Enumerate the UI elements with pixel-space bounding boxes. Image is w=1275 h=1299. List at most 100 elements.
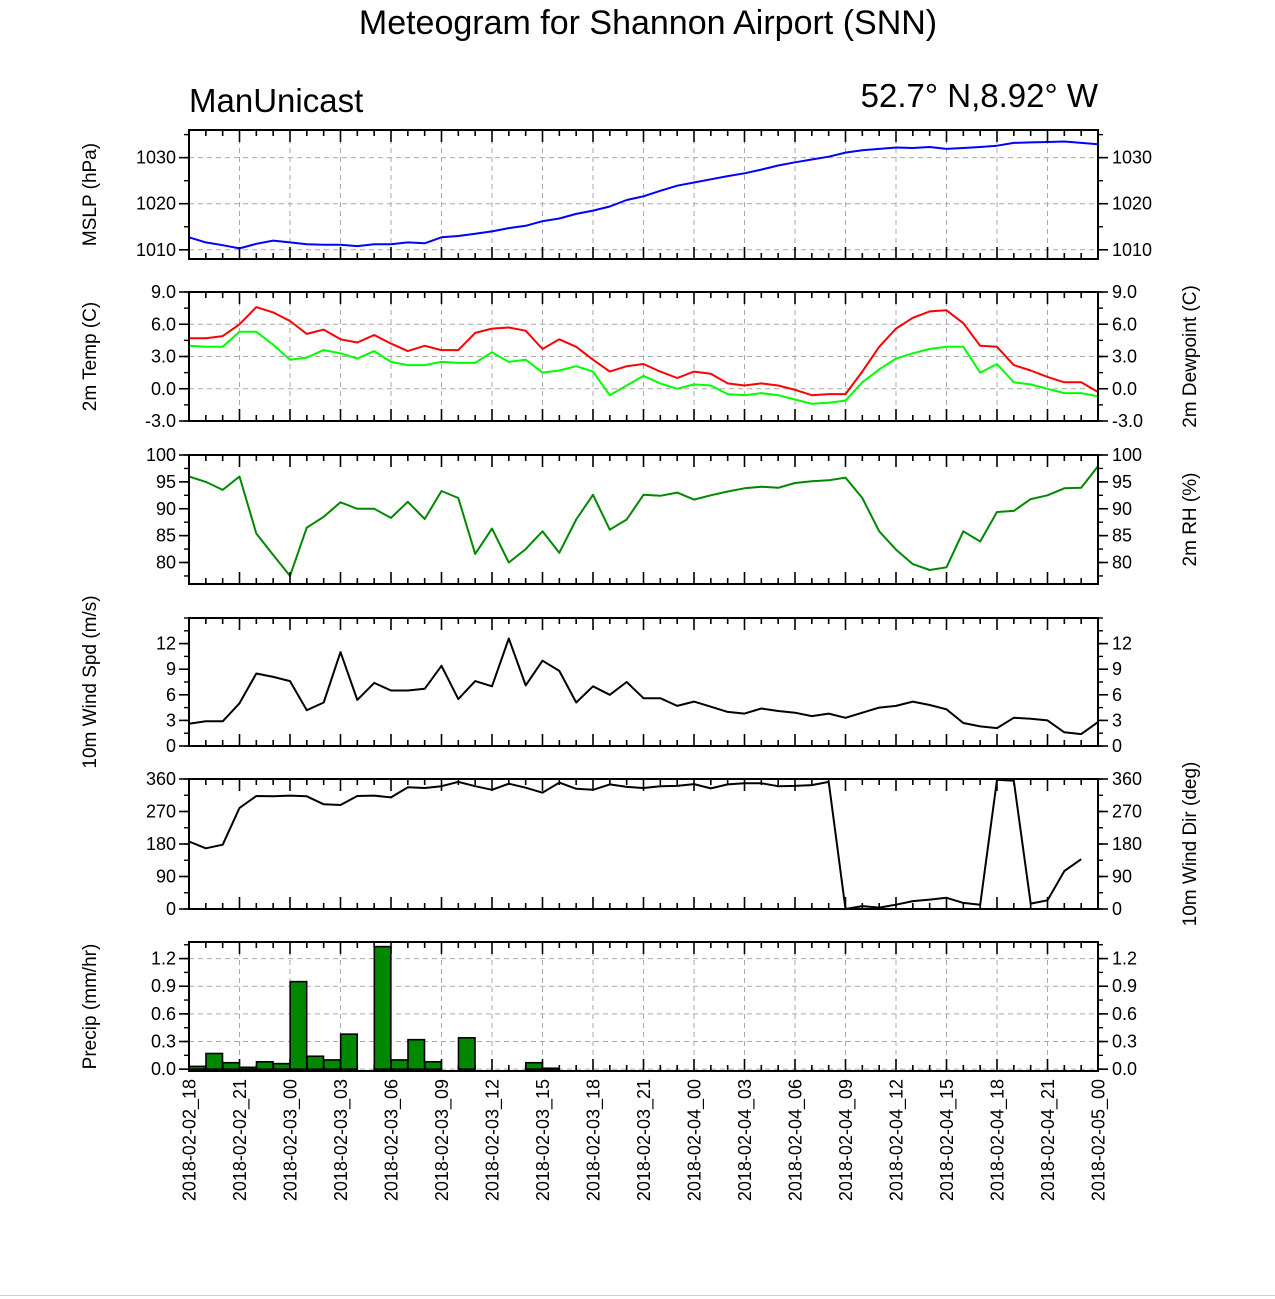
x-tick-label: 2018-02-04_12 xyxy=(887,1079,908,1201)
y-tick-label-right: 9 xyxy=(1112,659,1122,679)
x-tick-label: 2018-02-03_15 xyxy=(533,1079,554,1201)
y-tick-label-left: 1.2 xyxy=(151,949,176,969)
y-axis-label-left: 10m Wind Spd (m/s) xyxy=(80,595,101,768)
x-tick-label: 2018-02-04_09 xyxy=(836,1079,857,1201)
y-tick-label-right: 1010 xyxy=(1112,240,1152,260)
panel-precip: 0.0 0.0 0.3 0.3 0.6 0.6 0.9 0.9 1.2 1.2 Precip (mm… xyxy=(80,941,1137,1079)
y-tick-label-right: 0 xyxy=(1112,899,1122,919)
precip-bar xyxy=(457,1037,476,1070)
precip-bar xyxy=(306,1055,325,1070)
panel-rh: 80 80 85 85 90 90 95 95 100 100 2m RH (%) xyxy=(146,445,1201,585)
model-name: ManUnicast xyxy=(189,82,363,119)
precip-bar xyxy=(407,1038,426,1070)
y-tick-label-right: 180 xyxy=(1112,834,1142,854)
bottom-divider xyxy=(0,1295,1275,1296)
y-tick-label-left: 0 xyxy=(166,899,176,919)
x-tick-label: 2018-02-04_15 xyxy=(937,1079,958,1201)
precip-bar xyxy=(424,1060,443,1070)
y-tick-label-left: 3.0 xyxy=(151,347,176,367)
x-tick-label: 2018-02-04_00 xyxy=(685,1079,706,1201)
x-tick-label: 2018-02-03_03 xyxy=(331,1079,352,1201)
y-tick-label-left: 85 xyxy=(156,526,176,546)
y-tick-label-left: 0.9 xyxy=(151,976,176,996)
y-tick-label-left: 3 xyxy=(166,710,176,730)
y-tick-label-right: 12 xyxy=(1112,634,1132,654)
y-tick-label-right: 95 xyxy=(1112,472,1132,492)
x-tick-label: 2018-02-03_00 xyxy=(281,1079,302,1201)
y-tick-label-right: 80 xyxy=(1112,553,1132,573)
y-tick-label-left: 0 xyxy=(166,736,176,756)
y-tick-label-left: 0.6 xyxy=(151,1004,176,1024)
precip-bar xyxy=(289,980,308,1070)
y-tick-label-right: 90 xyxy=(1112,867,1132,887)
y-tick-label-left: 9.0 xyxy=(151,282,176,302)
precip-bar xyxy=(323,1059,342,1070)
y-axis-label-left: 2m Temp (C) xyxy=(80,302,101,411)
y-tick-label-right: 0.3 xyxy=(1112,1032,1137,1052)
y-tick-label-left: 0.0 xyxy=(151,1059,176,1079)
y-tick-label-left: 95 xyxy=(156,472,176,492)
y-tick-label-left: 6 xyxy=(166,685,176,705)
location-coordinates: 52.7° N,8.92° W xyxy=(861,77,1099,114)
y-tick-label-right: 0.0 xyxy=(1112,379,1137,399)
y-tick-label-right: 85 xyxy=(1112,526,1132,546)
windspd-series-line-1 xyxy=(188,637,1099,736)
y-tick-label-left: 1010 xyxy=(136,240,176,260)
precip-bar xyxy=(222,1061,241,1070)
panel-frame xyxy=(188,778,1099,910)
x-tick-label: 2018-02-03_09 xyxy=(432,1079,453,1201)
x-tick-label: 2018-02-05_00 xyxy=(1089,1079,1110,1201)
x-tick-label: 2018-02-03_06 xyxy=(382,1079,403,1201)
y-tick-label-right: 0.0 xyxy=(1112,1059,1137,1079)
temp-series-line-2 xyxy=(188,330,1099,405)
y-tick-label-right: 1.2 xyxy=(1112,949,1137,969)
y-axis-label-right: 2m Dewpoint (C) xyxy=(1180,285,1201,428)
x-tick-label: 2018-02-04_06 xyxy=(786,1079,807,1201)
y-tick-label-right: 1030 xyxy=(1112,148,1152,168)
y-tick-label-left: 0.0 xyxy=(151,379,176,399)
y-tick-label-right: 3.0 xyxy=(1112,347,1137,367)
y-tick-label-left: 6.0 xyxy=(151,314,176,334)
x-tick-label: 2018-02-02_21 xyxy=(230,1079,251,1201)
panel-temp: -3.0 -3.0 0.0 0.0 3.0 3.0 6.0 6.0 9.0 9.0 2m Temp … xyxy=(80,282,1201,431)
y-tick-label-right: 6 xyxy=(1112,685,1122,705)
y-tick-label-right: 6.0 xyxy=(1112,314,1137,334)
mslp-series-line-1 xyxy=(188,140,1099,250)
y-tick-label-right: 270 xyxy=(1112,802,1142,822)
precip-bar xyxy=(188,1065,207,1070)
x-tick-label: 2018-02-04_21 xyxy=(1038,1079,1059,1201)
y-axis-label-left: Precip (mm/hr) xyxy=(80,944,101,1070)
precip-bar xyxy=(541,1067,560,1070)
x-tick-label: 2018-02-02_18 xyxy=(180,1079,201,1201)
precip-bar xyxy=(525,1061,544,1070)
y-tick-label-right: 360 xyxy=(1112,769,1142,789)
x-tick-label: 2018-02-03_21 xyxy=(634,1079,655,1201)
y-tick-label-left: 90 xyxy=(156,499,176,519)
y-tick-label-right: 100 xyxy=(1112,445,1142,465)
y-axis-label-right: 10m Wind Dir (deg) xyxy=(1180,762,1201,927)
y-tick-label-right: 3 xyxy=(1112,710,1122,730)
y-tick-label-left: 12 xyxy=(156,634,176,654)
y-tick-label-right: -3.0 xyxy=(1112,411,1143,431)
precip-bar xyxy=(255,1060,274,1070)
precip-bar xyxy=(339,1033,358,1070)
y-tick-label-left: 0.3 xyxy=(151,1032,176,1052)
panel-mslp: 1010 1010 1020 1020 1030 1030 MSLP (hPa) xyxy=(80,129,1152,260)
y-tick-label-left: 100 xyxy=(146,445,176,465)
precip-bar xyxy=(205,1052,224,1070)
x-tick-label: 2018-02-04_03 xyxy=(735,1079,756,1201)
rh-series-line-1 xyxy=(188,465,1099,577)
y-tick-label-right: 0.9 xyxy=(1112,976,1137,996)
temp-series-line-1 xyxy=(189,306,1099,397)
winddir-series-line-1 xyxy=(188,778,1082,910)
y-tick-label-left: 9 xyxy=(166,659,176,679)
y-tick-label-left: 1030 xyxy=(136,148,176,168)
x-tick-label: 2018-02-03_18 xyxy=(584,1079,605,1201)
y-axis-label-right: 2m RH (%) xyxy=(1180,473,1201,567)
precip-bar xyxy=(390,1059,409,1070)
panel-frame xyxy=(188,617,1099,747)
y-tick-label-right: 90 xyxy=(1112,499,1132,519)
y-tick-label-left: 80 xyxy=(156,553,176,573)
y-tick-label-left: -3.0 xyxy=(145,411,176,431)
